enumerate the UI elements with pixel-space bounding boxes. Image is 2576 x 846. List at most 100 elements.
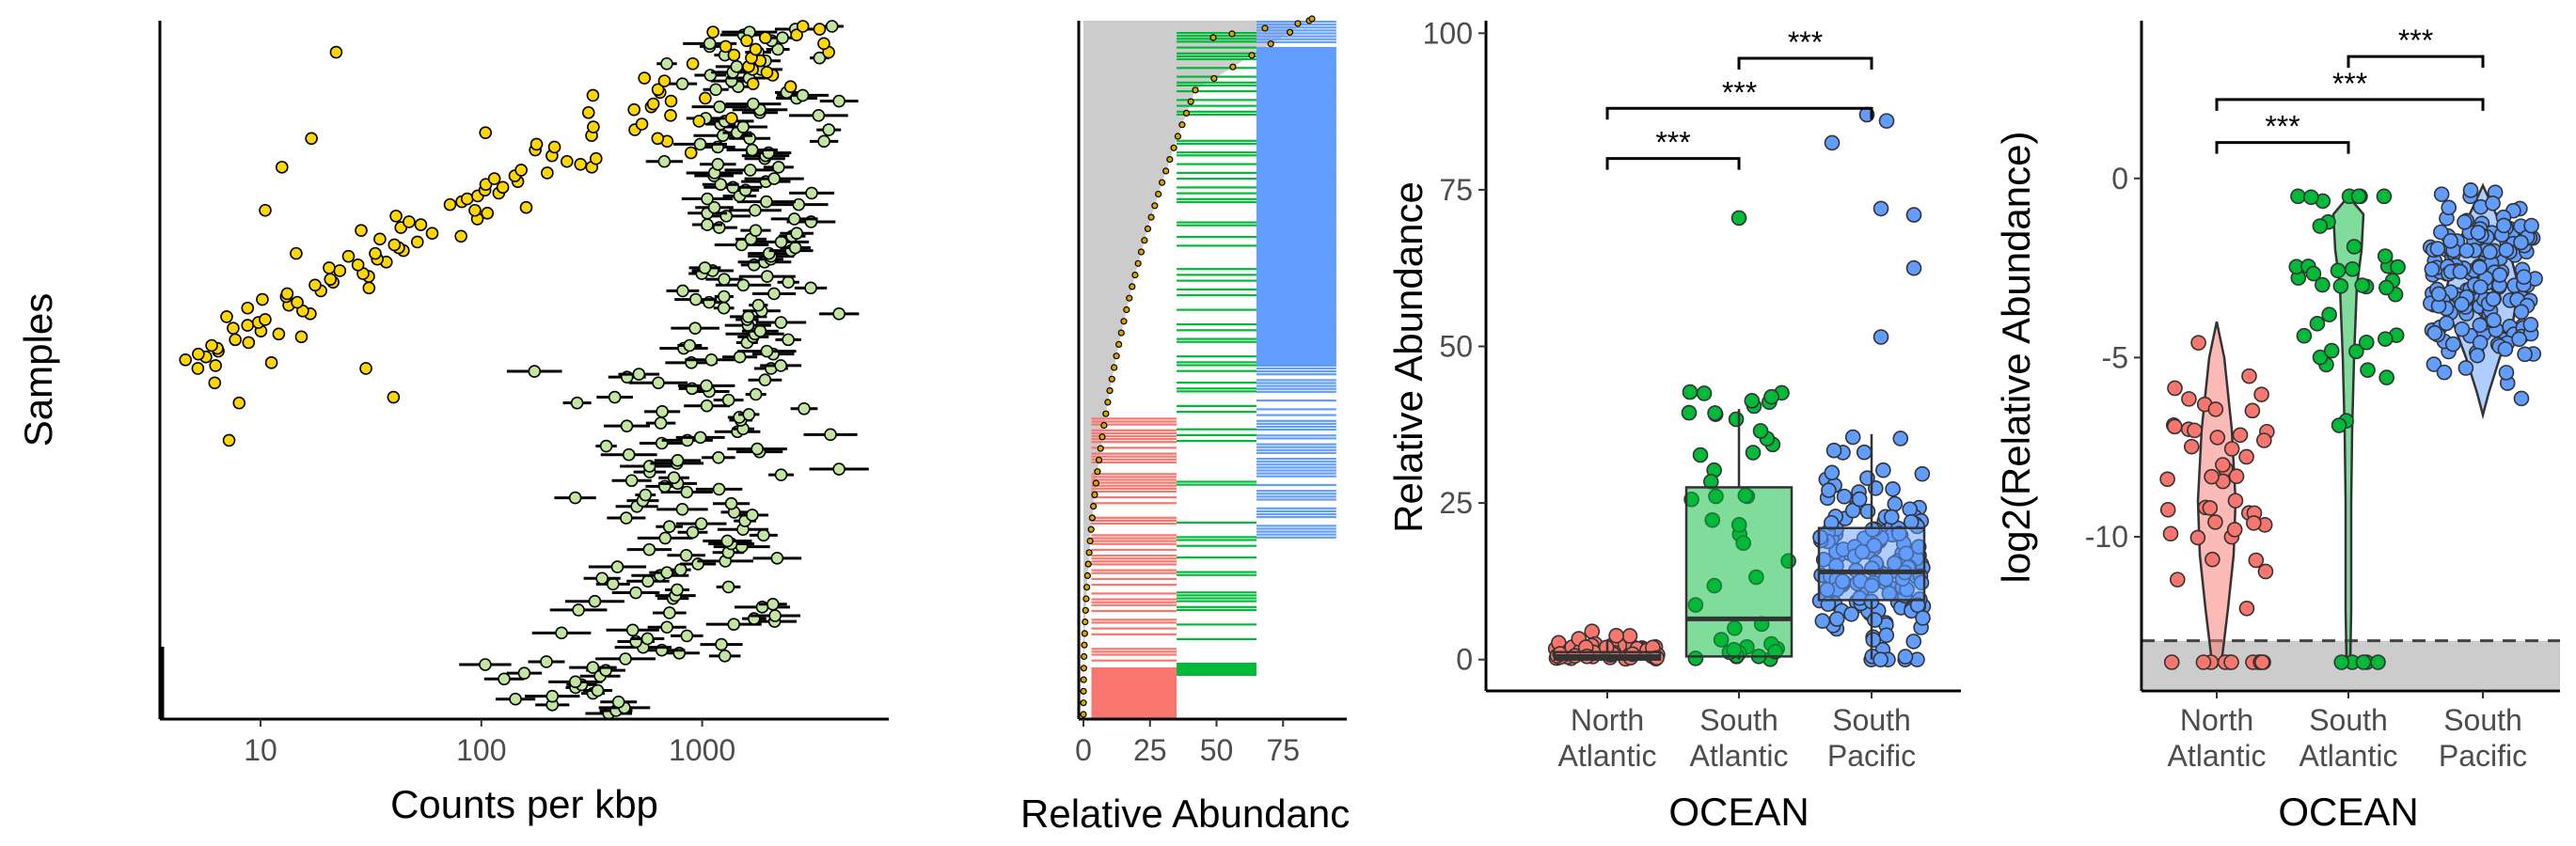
data-point [333,264,347,277]
data-point [760,195,773,209]
abundance-bar [1177,340,1256,343]
x-tick-label: 50 [1200,733,1234,767]
data-point [749,387,763,401]
data-point [813,23,827,36]
data-point [2426,356,2442,372]
data-point [2497,341,2514,357]
data-point [498,672,511,686]
significance-bracket [1605,157,1741,170]
data-point [587,120,600,133]
data-point [688,321,702,335]
data-point [541,166,554,180]
abundance-bar [1177,154,1256,157]
data-point [1887,495,1904,512]
abundance-bar [1177,81,1256,84]
data-point [561,154,574,168]
data-point [2332,278,2349,294]
data-point [2290,188,2306,205]
abundance-bar [1256,379,1336,382]
x-tick-label: South [1832,703,1911,737]
data-point [191,362,205,375]
data-point [664,109,677,122]
abundance-bar [1091,458,1177,461]
abundance-bar [1177,99,1256,102]
cumulative-point [1090,502,1098,510]
data-point [1682,384,1699,400]
data-point [2238,448,2254,465]
data-point [519,200,533,214]
abundance-bar [1177,663,1256,676]
data-point [1905,259,1922,276]
abundance-bar [1256,387,1336,390]
abundance-bar [1256,446,1336,448]
abundance-bar [1177,268,1256,271]
abundance-bar [1091,557,1177,560]
abundance-bar [1256,414,1336,416]
abundance-bar [1177,404,1256,407]
y-tick-label: 75 [1439,173,1473,207]
y-tick-label: 100 [1423,16,1473,50]
cumulative-point [1187,98,1194,105]
abundance-bar [1177,573,1256,576]
data-point [2436,364,2453,381]
data-point [782,333,795,347]
data-point [179,352,193,367]
cumulative-point [1308,15,1316,23]
data-point [638,71,651,85]
data-point [717,301,731,315]
data-point [2486,312,2502,328]
data-point [2162,525,2179,542]
data-point [369,246,382,260]
abundance-bar [1091,563,1177,566]
cumulative-point [1209,34,1217,41]
abundance-bar [1177,163,1256,165]
data-point [220,310,233,323]
abundance-bar [1256,47,1336,367]
data-point [1851,491,1868,508]
data-point [718,650,732,663]
cumulative-point [1134,259,1142,267]
abundance-bar [1177,355,1256,358]
abundance-bar [1256,35,1336,38]
data-point [359,362,372,375]
data-point [2323,342,2340,359]
data-point [2232,427,2249,444]
abundance-bar [1091,441,1177,444]
data-point [2223,441,2240,457]
data-point [586,661,600,674]
data-point [2331,417,2347,433]
data-point [2429,241,2446,257]
data-point [658,531,672,545]
abundance-bar [1177,361,1256,364]
cumulative-point [1097,445,1104,452]
data-point [1824,464,1841,481]
counts-per-kbp-panel: 10 100 1000 Counts per kbp Samples [16,20,889,826]
abundance-bar [1177,151,1256,154]
abundance-bar [1256,373,1336,376]
abundance-bar [1256,463,1336,466]
data-point [622,447,636,462]
abundance-bar [1177,369,1256,372]
data-point [1692,446,1709,463]
data-point [790,28,803,41]
data-point [2433,224,2449,241]
data-point [540,655,553,668]
cumulative-point [1294,20,1302,27]
abundance-bar [1177,274,1256,276]
data-point [817,37,830,51]
abundance-bar [1177,288,1256,290]
data-point [2350,188,2367,205]
data-point [1897,649,1914,665]
data-point [813,51,827,65]
data-point [2472,259,2488,275]
relative-abundance-bar-panel: 0 25 50 75 Relative Abundanc [1020,15,1350,836]
data-point [629,586,642,600]
data-point [1745,445,1762,461]
data-point [1844,429,1861,446]
cumulative-point [1248,52,1256,59]
abundance-bar [1177,591,1256,594]
abundance-bar [1177,544,1256,547]
x-tick-label: Pacific [2439,739,2527,773]
data-point [787,212,801,226]
cumulative-point [1182,109,1191,118]
